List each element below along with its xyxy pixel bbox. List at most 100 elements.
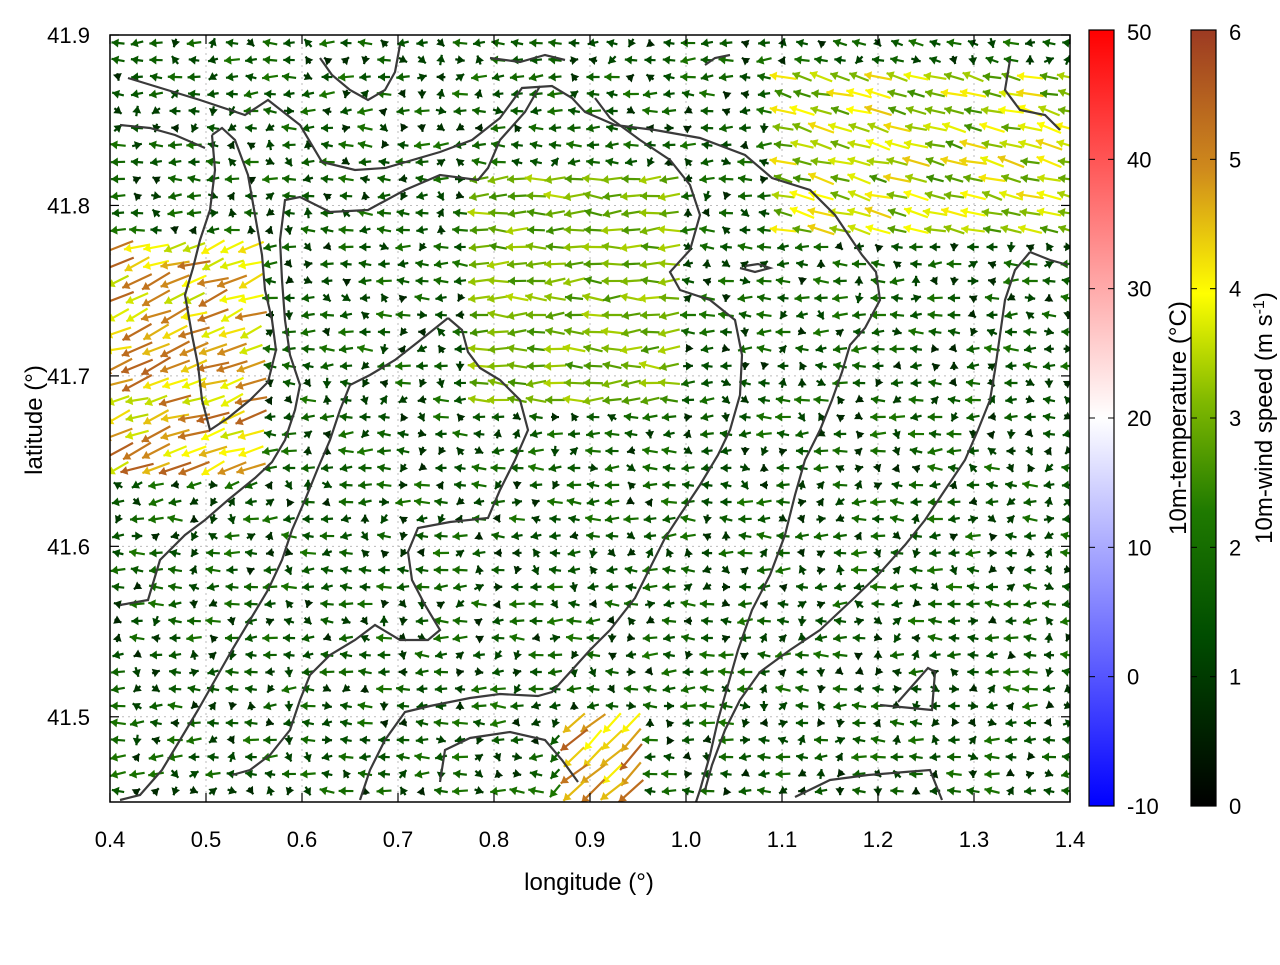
wind-arrow-head — [621, 277, 628, 286]
wind-arrow-head — [550, 549, 557, 558]
wind-arrow-head — [220, 295, 228, 304]
wind-arrow-head — [889, 413, 896, 422]
wind-arrow — [909, 480, 923, 489]
wind-arrow — [603, 209, 622, 218]
wind-arrow — [513, 481, 522, 489]
wind-arrow-head — [469, 192, 477, 201]
wind-arrow-head — [530, 141, 538, 150]
wind-arrow — [527, 208, 545, 217]
wind-arrow-head — [134, 141, 142, 150]
wind-arrow — [453, 429, 468, 438]
wind-arrow-head — [263, 344, 270, 353]
wind-arrow — [149, 90, 163, 99]
wind-arrow — [583, 378, 603, 387]
wind-arrow — [148, 515, 163, 524]
wind-arrow — [548, 39, 561, 48]
wind-arrow-head — [529, 73, 537, 82]
wind-arrow — [453, 209, 467, 218]
wind-arrow-head — [151, 534, 159, 542]
wind-arrow — [793, 174, 811, 183]
wind-arrow — [322, 498, 331, 506]
wind-arrow-head — [397, 582, 405, 591]
wind-arrow — [945, 174, 963, 183]
wind-arrow — [549, 464, 562, 473]
wind-arrow — [282, 123, 297, 132]
wind-arrow-head — [988, 277, 996, 286]
wind-arrow — [949, 533, 957, 541]
wind-arrow — [508, 328, 527, 337]
wind-arrow-head — [890, 311, 897, 320]
wind-arrow-head — [396, 72, 403, 81]
wind-arrow — [527, 344, 545, 353]
wind-arrow — [816, 482, 824, 490]
wind-arrow — [816, 498, 824, 506]
wind-arrow — [967, 344, 980, 353]
wind-arrow-head — [416, 277, 423, 286]
wind-arrow-head — [927, 294, 934, 303]
wind-arrow-head — [1005, 532, 1013, 541]
wind-arrow — [398, 89, 406, 97]
wind-arrow — [529, 413, 542, 422]
wind-arrow — [360, 395, 369, 404]
wind-arrow — [149, 548, 162, 557]
wind-arrow — [341, 157, 349, 165]
wind-arrow-head — [129, 225, 136, 234]
wind-arrow — [323, 378, 332, 388]
wind-arrow — [419, 242, 427, 250]
wind-arrow-head — [948, 378, 956, 386]
wind-arrow — [701, 157, 713, 166]
wind-arrow-head — [681, 514, 689, 523]
wind-arrow — [262, 73, 278, 82]
wind-arrow — [759, 209, 769, 218]
wind-arrow — [1063, 429, 1074, 438]
wind-arrow — [624, 413, 638, 422]
wind-arrow-head — [474, 430, 481, 439]
wind-arrow — [740, 567, 748, 575]
wind-arrow — [723, 191, 732, 199]
wind-arrow — [263, 243, 276, 252]
wind-arrow-head — [564, 327, 572, 336]
wind-arrow-head — [890, 345, 897, 354]
wind-arrow-head — [1061, 362, 1068, 371]
wind-arrow — [828, 122, 852, 131]
wind-arrow — [1058, 225, 1077, 234]
wind-arrow-head — [112, 583, 119, 592]
wind-arrow — [605, 447, 618, 456]
wind-arrow — [565, 361, 582, 370]
wind-arrow-head — [120, 466, 128, 475]
wind-arrow-head — [892, 531, 900, 539]
wind-arrow — [643, 583, 658, 592]
wind-arrow — [468, 208, 491, 217]
wind-arrow-head — [911, 378, 918, 387]
wind-arrow-head — [167, 514, 175, 523]
wind-arrow-head — [319, 90, 327, 99]
wind-arrow-head — [960, 139, 968, 148]
wind-arrow — [928, 310, 943, 319]
wind-arrow — [435, 463, 446, 472]
wind-arrow — [640, 311, 660, 320]
wind-arrow — [658, 329, 679, 338]
wind-arrow — [662, 107, 676, 116]
wind-arrow-head — [892, 481, 900, 490]
wind-arrow-head — [758, 38, 765, 47]
wind-arrow-head — [602, 242, 610, 251]
wind-arrow — [454, 106, 467, 115]
wind-arrow-head — [910, 412, 918, 421]
wind-arrow — [723, 92, 731, 100]
wind-arrow — [965, 395, 981, 404]
wind-arrow — [683, 362, 693, 371]
wind-arrow — [892, 465, 900, 473]
wind-arrow — [377, 430, 390, 439]
wind-arrow-head — [187, 209, 194, 218]
wind-arrow — [684, 413, 692, 422]
wind-arrow — [968, 276, 979, 285]
wind-arrow — [492, 72, 504, 81]
wind-arrow — [910, 361, 921, 370]
wind-arrow — [225, 175, 239, 184]
wind-arrow — [663, 429, 674, 438]
wind-arrow — [281, 447, 296, 456]
wind-arrow-head — [187, 192, 194, 201]
wind-arrow — [1006, 464, 1014, 472]
wind-arrow-head — [453, 565, 460, 574]
wind-arrow-head — [584, 361, 591, 370]
